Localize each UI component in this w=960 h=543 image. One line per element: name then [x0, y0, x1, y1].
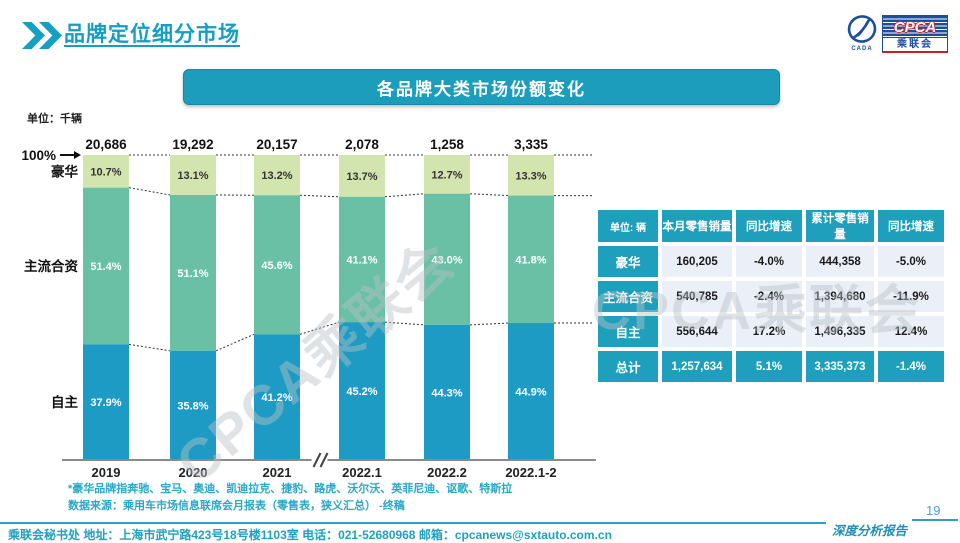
top-axis-label: 100%: [21, 148, 56, 163]
series-name-label: 主流合资: [24, 258, 78, 274]
table-cell: -1.4%: [878, 351, 944, 382]
series-name-label: 自主: [51, 394, 78, 410]
table-header-cell: 本月零售销量: [662, 210, 732, 242]
table-cell: 1,394,680: [806, 281, 874, 312]
footnote-brands: *豪华品牌指奔驰、宝马、奥迪、凯迪拉克、捷豹、路虎、沃尔沃、英菲尼迪、讴歌、特斯…: [68, 480, 512, 496]
table-cell: 556,644: [662, 316, 732, 347]
sales-table-head: 单位: 辆本月零售销量同比增速累计零售销量同比增速: [598, 210, 944, 242]
bar-total-label: 3,335: [514, 137, 548, 152]
page-title: 品牌定位细分市场: [64, 18, 240, 48]
table-cell: -5.0%: [878, 246, 944, 277]
connector-dashed-line: [470, 323, 508, 325]
cpca-logo-subtext: 乘联会: [883, 38, 947, 51]
bar-segment-label: 12.7%: [431, 169, 462, 181]
footer-divider: [0, 522, 826, 524]
bar-segment-label: 10.7%: [90, 166, 121, 178]
connector-dashed-line: [385, 322, 424, 325]
x-axis-label: 2022.1: [342, 465, 382, 480]
chevron-right-icon: [22, 22, 45, 49]
bar-total-label: 19,292: [172, 137, 213, 152]
report-type-label: 深度分析报告: [832, 520, 907, 539]
connector-dashed-line: [129, 188, 170, 195]
bar-segment-label: 44.9%: [515, 387, 546, 399]
bar-segment-label: 45.2%: [346, 386, 377, 398]
table-cell: 160,205: [662, 246, 732, 277]
footer-contact-info: 乘联会秘书处 地址：上海市武宁路423号18号楼1103室 电话：021-526…: [8, 526, 612, 543]
bar-total-label: 2,078: [345, 137, 379, 152]
stacked-bar-chart: 20,686 10.7% 51.4% 37.9% 2019 19,292 13.1% 51.1…: [0, 128, 600, 496]
bar-total-label: 20,157: [256, 137, 297, 152]
cpca-logo-text: CPCA: [894, 20, 937, 35]
cpca-logo-stripes: CPCA: [883, 16, 947, 38]
table-cell: -4.0%: [736, 246, 802, 277]
table-cell: 540,785: [662, 281, 732, 312]
x-axis-label: 2022.1-2: [505, 465, 556, 480]
bar-total-label: 20,686: [85, 137, 127, 152]
page-number: 19: [926, 503, 940, 518]
bar-segment-label: 13.1%: [177, 170, 208, 182]
bar-segment-label: 45.6%: [261, 260, 292, 272]
bar-segment-label: 41.2%: [261, 392, 292, 404]
footer-divider-right: [912, 519, 958, 521]
table-header-cell: 同比增速: [878, 210, 944, 242]
bar-segment-label: 37.9%: [90, 397, 121, 409]
table-cell: 3,335,373: [806, 351, 874, 382]
table-cell: -2.4%: [736, 281, 802, 312]
x-axis-label: 2022.2: [427, 465, 467, 480]
table-header-cell: 单位: 辆: [598, 210, 658, 242]
table-cell: 1,496,335: [806, 316, 874, 347]
footnote-source: 数据来源：乘用车市场信息联席会月报表（零售表，狭义汇总） -终稿: [68, 497, 405, 513]
emblem-swoosh-icon: [846, 14, 878, 46]
x-axis-label: 2019: [92, 465, 121, 480]
bar-segment-label: 13.7%: [346, 171, 377, 183]
arrow-right-icon: [74, 151, 81, 159]
x-axis-label: 2021: [263, 465, 292, 480]
cpca-logo-box: CPCA 乘联会: [882, 15, 948, 53]
table-row-label: 主流合资: [598, 281, 658, 312]
bar-segment-label: 35.8%: [177, 400, 208, 412]
bar-total-label: 1,258: [430, 137, 464, 152]
table-cell: 17.2%: [736, 316, 802, 347]
bar-segment-label: 44.3%: [431, 387, 462, 399]
chart-banner-title: 各品牌大类市场份额变化: [183, 69, 780, 105]
table-cell: 5.1%: [736, 351, 802, 382]
emblem-label: CADA: [851, 46, 872, 52]
bar-segment-label: 13.3%: [515, 170, 546, 182]
slide-header: 品牌定位细分市场 CADA CPCA 乘联会: [0, 0, 960, 60]
x-axis-label: 2020: [179, 465, 208, 480]
bar-segment-label: 43.0%: [431, 254, 462, 266]
bar-segment-label: 41.1%: [346, 254, 377, 266]
chart-unit-label: 单位：千辆: [27, 110, 82, 126]
table-row-label: 豪华: [598, 246, 658, 277]
table-cell: 12.4%: [878, 316, 944, 347]
table-cell: 444,358: [806, 246, 874, 277]
association-emblem-icon: CADA: [845, 14, 879, 54]
table-header-cell: 累计零售销量: [806, 210, 874, 242]
bar-segment-label: 13.2%: [261, 170, 292, 182]
connector-dashed-line: [129, 344, 170, 350]
connector-dashed-line: [300, 195, 339, 197]
table-row-label: 自主: [598, 316, 658, 347]
connector-dashed-line: [216, 334, 254, 350]
table-cell: -11.9%: [878, 281, 944, 312]
cpca-logo: CADA CPCA 乘联会: [845, 14, 948, 54]
table-row-label: 总计: [598, 351, 658, 382]
table-cell: 1,257,634: [662, 351, 732, 382]
table-header-cell: 同比增速: [736, 210, 802, 242]
bar-segment-label: 41.8%: [515, 254, 546, 266]
bar-segment-label: 51.4%: [90, 261, 121, 273]
connector-dashed-line: [470, 194, 508, 196]
connector-dashed-line: [300, 322, 339, 334]
bar-segment-label: 51.1%: [177, 268, 208, 280]
series-name-label: 豪华: [51, 163, 78, 179]
connector-dashed-line: [385, 194, 424, 197]
